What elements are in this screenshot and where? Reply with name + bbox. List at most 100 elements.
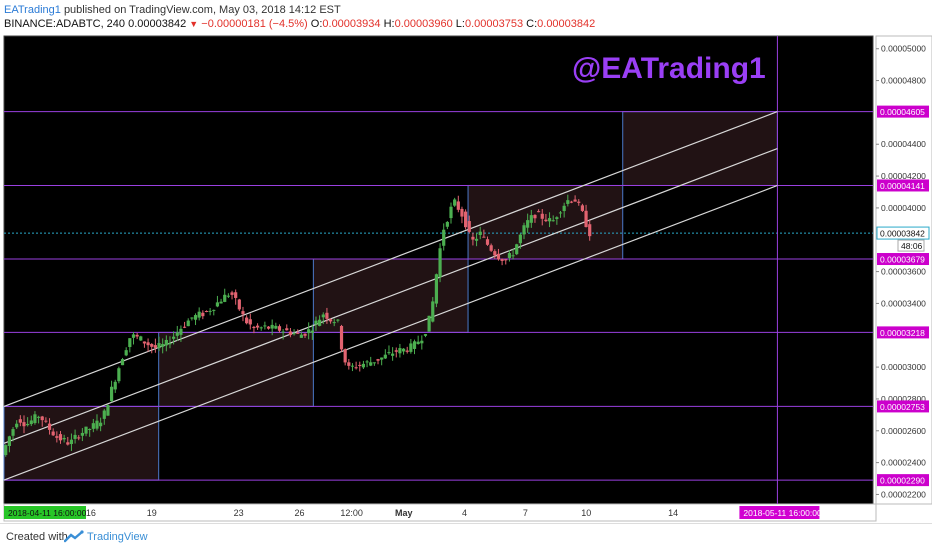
candle-down — [248, 319, 252, 325]
end-date-tag-bg — [739, 506, 820, 519]
range-box — [158, 331, 314, 407]
publish-info: published on TradingView.com, May 03, 20… — [63, 4, 341, 16]
candle-down — [47, 423, 52, 430]
candle-up — [369, 362, 373, 366]
candle-up — [69, 439, 74, 445]
candle-down — [456, 201, 460, 210]
candle-up — [157, 343, 161, 349]
candle-up — [350, 365, 355, 367]
candle-down — [493, 251, 497, 256]
candle-up — [547, 218, 552, 222]
candle-up — [15, 423, 19, 428]
candle-up — [423, 334, 428, 336]
candle-down — [584, 210, 588, 227]
candle-up — [442, 229, 446, 246]
candle-up — [29, 420, 33, 425]
y-tick-label: 0.00002800 — [881, 394, 926, 404]
range-box — [467, 184, 624, 260]
candle-up — [212, 309, 216, 311]
candle-up — [80, 432, 84, 436]
candle-down — [358, 364, 362, 366]
level-label: 0.00003679 — [880, 255, 925, 265]
candle-up — [336, 319, 340, 321]
candle-up — [321, 314, 325, 318]
candle-down — [182, 326, 187, 328]
candle-up — [518, 234, 522, 244]
channel-upper-line — [3, 111, 778, 407]
candle-up — [445, 221, 449, 227]
candle-up — [416, 341, 420, 344]
candle-up — [387, 352, 391, 354]
x-tick-label: 19 — [147, 508, 157, 518]
x-tick-label: 16 — [86, 508, 96, 518]
candle-down — [66, 442, 70, 445]
candle-up — [332, 322, 336, 324]
candle-down — [347, 362, 351, 366]
candle-up — [427, 315, 431, 332]
x-tick-label: 10 — [581, 508, 591, 518]
x-tick-label: 14 — [668, 508, 678, 518]
candle-up — [558, 212, 563, 214]
candle-down — [44, 420, 48, 422]
candle-up — [307, 329, 311, 334]
countdown-label: 48:06 — [901, 241, 923, 251]
candle-up — [361, 363, 366, 368]
candle-down — [482, 236, 486, 238]
level-label: 0.00002753 — [880, 402, 925, 412]
candle-up — [474, 238, 479, 241]
candle-up — [168, 343, 172, 345]
tradingview-logo-icon[interactable] — [64, 530, 84, 544]
down-triangle-icon: ▼ — [189, 19, 199, 29]
candle-down — [40, 416, 44, 421]
candle-down — [504, 259, 508, 261]
level-label: 0.00003218 — [880, 328, 925, 338]
level-label: 0.00004141 — [880, 181, 925, 191]
y-tick-label: 0.00002400 — [881, 458, 926, 468]
candle-up — [263, 325, 267, 327]
candle-up — [226, 295, 230, 297]
high-value: 0.00003960 — [394, 18, 453, 30]
candle-up — [566, 200, 570, 204]
created-with-text: Created with — [6, 531, 68, 543]
candle-down — [18, 419, 22, 423]
candle-down — [230, 292, 234, 295]
candle-down — [537, 211, 541, 213]
candle-up — [562, 205, 566, 212]
candle-up — [7, 436, 11, 446]
candle-up — [128, 338, 132, 348]
candle-down — [544, 219, 548, 222]
candle-up — [372, 362, 376, 364]
candle-up — [109, 386, 114, 402]
publish-line: EATrading1 published on TradingView.com,… — [4, 4, 341, 16]
candle-up — [318, 319, 322, 326]
candle-down — [303, 333, 307, 336]
author-link[interactable]: EATrading1 — [4, 4, 61, 16]
candle-up — [91, 423, 95, 429]
countdown-bg — [897, 239, 925, 252]
candle-down — [285, 328, 289, 331]
candle-up — [292, 333, 296, 335]
tradingview-brand[interactable]: TradingView — [87, 531, 148, 543]
candle-up — [120, 359, 125, 366]
candle-up — [274, 325, 278, 329]
candle-up — [365, 361, 369, 363]
channel-lower-line — [3, 184, 778, 481]
x-tick-label: 23 — [234, 508, 244, 518]
candle-down — [339, 325, 344, 350]
candle-down — [142, 341, 147, 344]
candle-down — [266, 326, 271, 329]
candle-up — [511, 255, 515, 257]
price-chart[interactable]: @EATrading1 0.00005000 0.00004800 0.0000440… — [0, 34, 932, 523]
candle-down — [241, 311, 245, 315]
candle-up — [259, 327, 263, 329]
candle-down — [153, 345, 157, 348]
candle-down — [252, 326, 256, 329]
candle-up — [391, 353, 395, 356]
candle-down — [533, 214, 537, 219]
close-value: 0.00003842 — [537, 18, 596, 30]
y-tick-label: 0.00004000 — [881, 203, 926, 213]
candle-up — [314, 320, 318, 325]
candle-down — [245, 317, 249, 324]
candle-down — [58, 434, 63, 441]
current-price-bg — [876, 226, 930, 240]
